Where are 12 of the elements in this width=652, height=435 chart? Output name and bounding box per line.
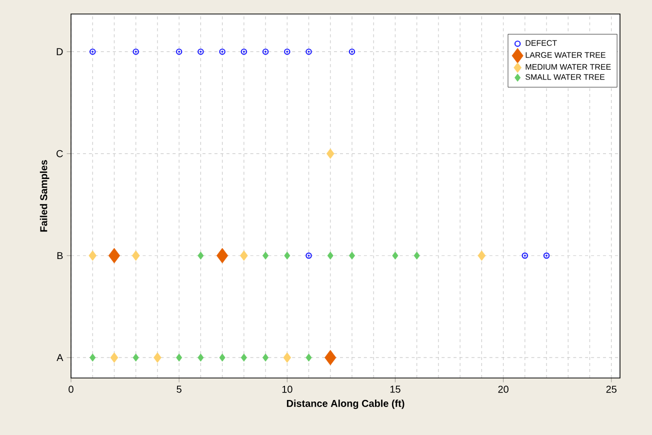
x-tick-label: 0 [68,386,74,393]
x-tick-label: 25 [606,386,616,393]
y-axis-title: Failed Samples [40,160,50,232]
y-tick-label: C [56,150,63,158]
x-tick-label: 15 [390,386,400,393]
y-tick-label: A [56,354,64,362]
x-axis-title: Distance Along Cable (ft) [286,400,404,409]
y-tick-label: B [57,252,63,260]
x-tick-label: 5 [176,386,182,393]
x-tick-label: 20 [498,386,508,393]
y-tick-label: D [56,48,63,56]
x-tick-label: 10 [282,386,292,393]
